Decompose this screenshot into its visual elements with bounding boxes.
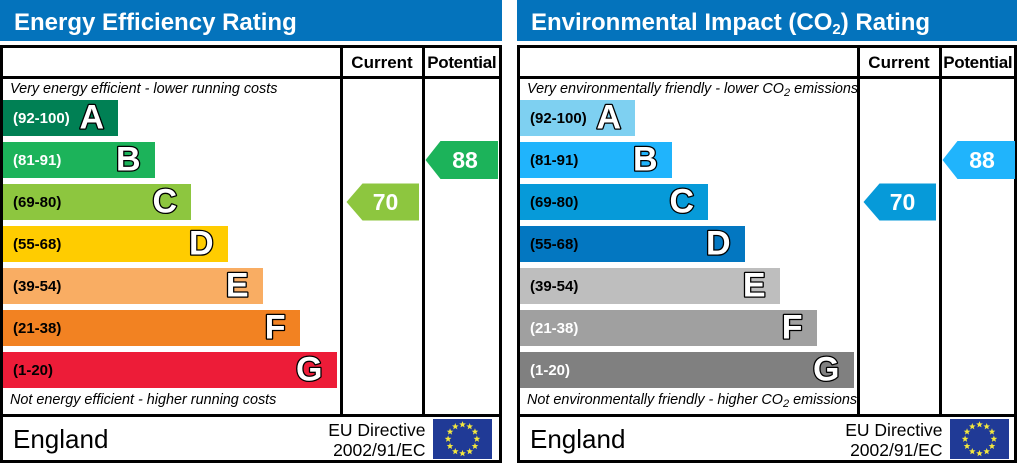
svg-text:A: A [596, 98, 621, 136]
svg-text:D: D [189, 224, 214, 262]
svg-text:70: 70 [373, 189, 399, 215]
svg-text:B: B [633, 140, 658, 178]
svg-text:G: G [296, 350, 322, 388]
svg-text:88: 88 [969, 147, 995, 173]
svg-text:D: D [706, 224, 731, 262]
svg-text:E: E [743, 266, 766, 304]
svg-text:C: C [152, 182, 177, 220]
svg-text:F: F [782, 308, 803, 346]
svg-text:88: 88 [452, 147, 478, 173]
svg-text:F: F [265, 308, 286, 346]
svg-text:G: G [813, 350, 839, 388]
svg-text:70: 70 [890, 189, 916, 215]
svg-text:E: E [226, 266, 249, 304]
svg-text:B: B [116, 140, 141, 178]
svg-text:A: A [79, 98, 104, 136]
svg-text:C: C [669, 182, 694, 220]
